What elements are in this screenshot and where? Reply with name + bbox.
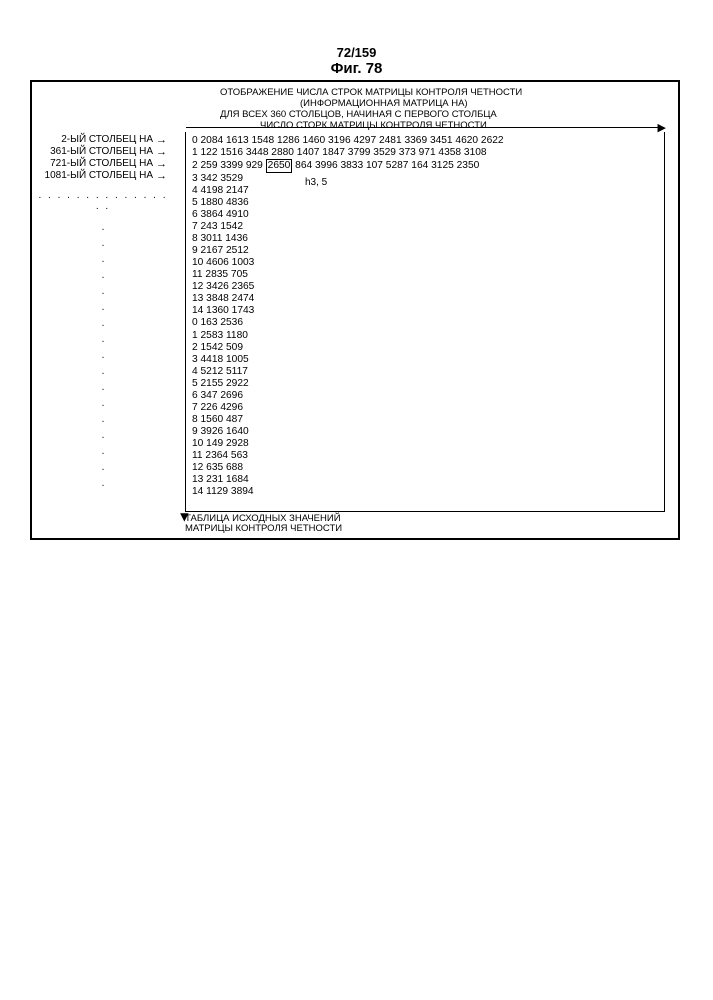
data-row: 12 3426 2365 <box>192 281 660 293</box>
data-row: 11 2835 705 <box>192 269 660 281</box>
data-row: 6 3864 4910 <box>192 209 660 221</box>
data-row: 4 4198 2147 <box>192 185 660 197</box>
data-row: 2 259 3399 929 2650 864 3996 3833 107 52… <box>192 159 660 173</box>
data-row: 5 1880 4836 <box>192 197 660 209</box>
data-row: 5 2155 2922 <box>192 378 660 390</box>
data-row: 4 5212 5117 <box>192 366 660 378</box>
col-label-2: 721-ЫЙ СТОЛБЕЦ HA <box>38 158 153 170</box>
arrow-icon: → <box>156 170 167 182</box>
col-label-1: 361-ЫЙ СТОЛБЕЦ HA <box>38 146 153 158</box>
highlight-value: 2650 <box>266 159 293 173</box>
data-row: 1 2583 1180 <box>192 330 660 342</box>
arrow-icon: → <box>156 134 167 146</box>
arrow-icon: → <box>156 158 167 170</box>
data-rows: 0 2084 1613 1548 1286 1460 3196 4297 248… <box>192 135 660 498</box>
arrow-right-icon: ▶ <box>658 123 666 134</box>
col-label-0: 2-ЫЙ СТОЛБЕЦ HA <box>38 134 153 146</box>
dots-horizontal: . . . . . . . . . . . . . . . . <box>38 190 168 212</box>
column-labels: 2-ЫЙ СТОЛБЕЦ HA 361-ЫЙ СТОЛБЕЦ HA 721-ЫЙ… <box>38 134 153 182</box>
data-row: 10 4606 1003 <box>192 257 660 269</box>
data-row: 3 4418 1005 <box>192 354 660 366</box>
data-row: 0 2084 1613 1548 1286 1460 3196 4297 248… <box>192 135 660 147</box>
data-row: 6 347 2696 <box>192 390 660 402</box>
top-arrow-line <box>186 127 664 129</box>
data-row: 11 2364 563 <box>192 450 660 462</box>
data-row: 12 635 688 <box>192 462 660 474</box>
data-row: 14 1129 3894 <box>192 486 660 498</box>
data-row: 8 3011 1436 <box>192 233 660 245</box>
figure-label: Фиг. 78 <box>0 60 713 77</box>
bottom-caption: ТАБЛИЦА ИСХОДНЫХ ЗНАЧЕНИЙ МАТРИЦЫ КОНТРО… <box>185 514 342 535</box>
page-number: 72/159 <box>0 45 713 60</box>
data-row: 0 163 2536 <box>192 317 660 329</box>
data-frame: ▶ 0 2084 1613 1548 1286 1460 3196 4297 2… <box>185 132 665 512</box>
data-row: 1 122 1516 3448 2880 1407 1847 3799 3529… <box>192 147 660 159</box>
arrow-icon: → <box>156 146 167 158</box>
header-text: ОТОБРАЖЕНИЕ ЧИСЛА СТРОК МАТРИЦЫ КОНТРОЛЯ… <box>220 88 522 132</box>
dots-vertical: ................. <box>38 220 168 492</box>
data-row: 13 231 1684 <box>192 474 660 486</box>
data-row: 8 1560 487 <box>192 414 660 426</box>
data-row: 10 149 2928 <box>192 438 660 450</box>
col-arrows: → → → → <box>156 134 167 182</box>
col-label-3: 1081-ЫЙ СТОЛБЕЦ HA <box>38 170 153 182</box>
data-row: 9 3926 1640 <box>192 426 660 438</box>
h35-label: h3, 5 <box>305 177 327 188</box>
data-row: 7 226 4296 <box>192 402 660 414</box>
data-row: 14 1360 1743 <box>192 305 660 317</box>
data-row: 13 3848 2474 <box>192 293 660 305</box>
data-row: 3 342 3529 <box>192 173 660 185</box>
data-row: 9 2167 2512 <box>192 245 660 257</box>
bottom-caption-1: МАТРИЦЫ КОНТРОЛЯ ЧЕТНОСТИ <box>185 524 342 534</box>
data-row: 7 243 1542 <box>192 221 660 233</box>
data-row: 2 1542 509 <box>192 342 660 354</box>
